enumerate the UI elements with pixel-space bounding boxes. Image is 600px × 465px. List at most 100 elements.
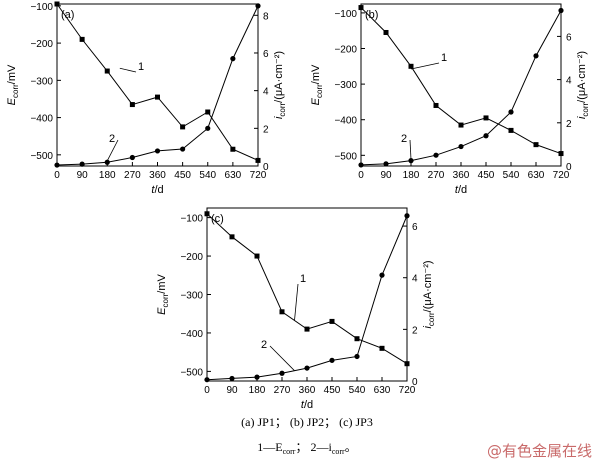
y-left-tick-label: −500 [30, 151, 53, 162]
data-point-square [358, 5, 364, 11]
data-point-square [558, 151, 564, 157]
data-point-square [354, 336, 360, 342]
data-point-square [433, 102, 439, 108]
x-tick-label: 90 [380, 170, 392, 181]
y-right-axis-label: icorr/(μA·cm⁻²) [273, 51, 287, 119]
x-tick-label: 630 [528, 170, 545, 181]
y-right-tick-label: 4 [263, 87, 269, 98]
data-point-square [255, 157, 261, 163]
x-tick-label: 0 [54, 170, 60, 181]
x-tick-label: 630 [374, 385, 391, 396]
y-left-tick-label: −400 [334, 116, 357, 127]
y-right-axis-label: icorr/(μA·cm⁻²) [422, 260, 436, 328]
x-tick-label: 720 [553, 170, 570, 181]
data-point-circle [408, 158, 414, 164]
data-point-square [229, 234, 235, 240]
data-point-circle [255, 3, 261, 9]
leader-line-2 [106, 139, 119, 162]
data-point-circle [154, 148, 161, 154]
y-right-axis-label: icorr/(μA·cm⁻²) [576, 51, 590, 119]
caption-line-2: 1—Ecorr； 2—icorr。 [257, 440, 356, 456]
leader-line-1 [119, 67, 137, 73]
data-point-circle [433, 152, 439, 158]
data-point-square [205, 109, 211, 115]
y-left-tick-label: −200 [180, 252, 203, 263]
data-point-square [155, 94, 160, 100]
curve-label-2: 2 [401, 133, 407, 145]
x-tick-label: 720 [399, 385, 416, 396]
chart-panel-c: 0 90 180 270 360 450 540 630 720 t/d −100 −200 −300 −… [156, 207, 436, 411]
y-right-tick-label: 2 [566, 119, 572, 130]
x-tick-label: 360 [299, 385, 316, 396]
x-tick-label: 0 [204, 385, 210, 396]
chart-panel-a: 0 90 180 270 360 450 540 630 720t/d−100−200−300−… [6, 1, 287, 196]
data-point-circle [254, 374, 260, 380]
data-point-square [508, 127, 514, 133]
y-left-axis-label: Ecorr/mV [156, 273, 170, 314]
x-tick-label: 270 [428, 170, 445, 181]
curve-label-1: 1 [441, 52, 447, 64]
x-tick-label: 450 [324, 385, 341, 396]
data-point-square [129, 102, 135, 108]
y-left-tick-label: −300 [30, 76, 53, 87]
x-tick-label: 180 [403, 170, 420, 181]
y-left-tick-label: −500 [180, 367, 203, 378]
curve-label-1: 1 [138, 61, 144, 73]
x-tick-label: 450 [174, 170, 191, 181]
x-tick-label: 360 [149, 170, 166, 181]
curve-label-2: 2 [261, 339, 267, 351]
x-tick-label: 450 [478, 170, 495, 181]
data-point-circle [304, 365, 310, 371]
data-point-circle [458, 143, 464, 150]
data-point-square [279, 309, 285, 315]
data-point-square [383, 29, 389, 35]
data-point-circle [329, 357, 335, 363]
y-left-tick-label: −400 [180, 329, 203, 340]
data-point-circle [129, 154, 135, 161]
y-left-tick-label: −100 [30, 2, 53, 13]
y-right-tick-label: 6 [566, 32, 572, 43]
data-point-square [304, 326, 310, 332]
data-point-square [54, 1, 60, 7]
data-point-circle [279, 370, 285, 376]
x-tick-label: 540 [503, 170, 520, 181]
x-axis-label: t/d [455, 184, 467, 196]
data-point-circle [54, 162, 60, 168]
y-right-tick-label: 4 [566, 76, 572, 87]
y-right-tick-label: 0 [263, 162, 269, 173]
data-point-square [458, 122, 464, 128]
y-left-axis-label: Ecorr/mV [6, 64, 20, 105]
data-point-square [329, 318, 335, 324]
y-left-tick-label: −100 [334, 9, 357, 20]
data-point-square [404, 361, 410, 367]
x-tick-label: 180 [99, 170, 116, 181]
data-point-circle [533, 53, 539, 59]
data-point-circle [358, 162, 364, 168]
leader-line-1 [294, 283, 299, 321]
series-line-1 [206, 213, 408, 365]
y-left-tick-label: −500 [334, 151, 357, 162]
y-left-tick-label: −300 [180, 291, 203, 302]
panel-label: (a) [61, 9, 74, 21]
curve-label-2: 2 [109, 133, 115, 145]
data-point-circle [229, 375, 235, 382]
data-point-circle [558, 7, 564, 14]
data-point-square [254, 253, 260, 259]
series-line-1 [360, 7, 562, 155]
x-tick-label: 720 [250, 170, 267, 181]
x-tick-label: 270 [124, 170, 141, 181]
x-tick-label: 0 [358, 170, 364, 181]
data-point-square [408, 63, 414, 69]
x-axis-label: t/d [301, 399, 313, 411]
chart-panel-b: 0 90 180 270 360 450 540 630 720 t/d −100 −200 −300 −… [310, 3, 590, 196]
data-point-square [79, 36, 85, 42]
panel-label: (b) [365, 9, 378, 21]
leader-line-2 [269, 345, 295, 371]
y-right-tick-label: 6 [263, 49, 269, 60]
data-point-circle [79, 161, 85, 167]
leader-line-1 [410, 62, 440, 70]
series-line-1 [56, 3, 259, 161]
y-right-tick-label: 0 [566, 162, 572, 173]
y-left-tick-label: −200 [334, 45, 357, 56]
